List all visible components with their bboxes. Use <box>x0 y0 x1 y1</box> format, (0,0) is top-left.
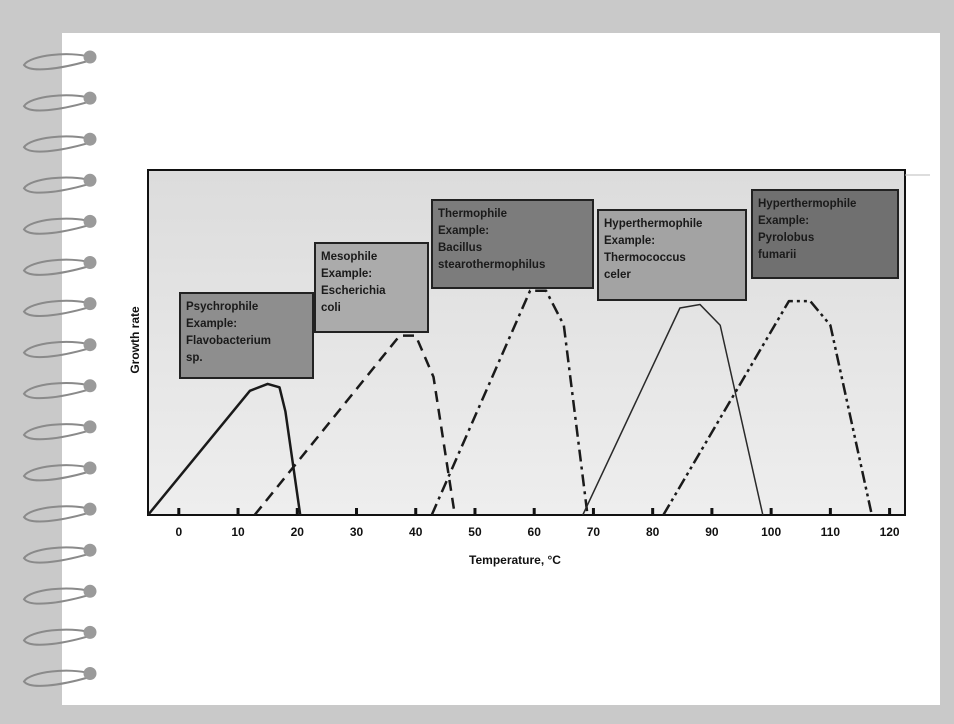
ring-hole <box>84 503 97 516</box>
x-axis-label: Temperature, °C <box>469 553 561 567</box>
ring-hole <box>84 462 97 475</box>
annotation-text: Bacillus <box>438 242 482 254</box>
x-tick-label: 110 <box>821 525 841 539</box>
x-tick-label: 10 <box>231 525 245 539</box>
annotation-text: Example: <box>758 215 809 227</box>
x-tick-label: 120 <box>880 525 900 539</box>
ring-hole <box>84 544 97 557</box>
page: {"chart_data": { "type": "line", "xlabel… <box>0 0 954 724</box>
annotation-text: Thermophile <box>438 208 507 220</box>
x-tick-label: 60 <box>528 525 542 539</box>
x-tick-label: 80 <box>646 525 660 539</box>
ring-hole <box>84 626 97 639</box>
annotation-text: stearothermophilus <box>438 259 545 271</box>
annotation-text: Flavobacterium <box>186 335 271 347</box>
annotation-text: Escherichia <box>321 285 386 297</box>
annotation-text: Example: <box>604 235 655 247</box>
x-tick-label: 90 <box>705 525 719 539</box>
ring-hole <box>84 379 97 392</box>
x-tick-label: 20 <box>291 525 305 539</box>
x-tick-label: 100 <box>761 525 781 539</box>
ring-hole <box>84 215 97 228</box>
annotation-text: Hyperthermophile <box>758 198 856 210</box>
ring-hole <box>84 667 97 680</box>
annotation-text: Psychrophile <box>186 301 258 313</box>
x-tick-label: 50 <box>468 525 482 539</box>
annotation-text: Example: <box>438 225 489 237</box>
x-tick-label: 30 <box>350 525 364 539</box>
slide: Growth rate Temperature, °C 0 10 20 30 40 50 6… <box>0 0 954 724</box>
ring-hole <box>84 174 97 187</box>
x-tick-label: 0 <box>175 525 182 539</box>
y-axis-label: Growth rate <box>128 306 142 374</box>
annotation-text: Mesophile <box>321 251 377 263</box>
annotation-text: sp. <box>186 352 203 364</box>
ring-hole <box>84 92 97 105</box>
ring-hole <box>84 585 97 598</box>
ring-hole <box>84 420 97 433</box>
x-tick-label: 70 <box>587 525 601 539</box>
ring-hole <box>84 297 97 310</box>
annotation-text: celer <box>604 269 631 281</box>
annotation-text: coli <box>321 302 341 314</box>
ring-hole <box>84 338 97 351</box>
annotation-text: Pyrolobus <box>758 232 814 244</box>
annotation-text: fumarii <box>758 249 796 261</box>
ring-hole <box>84 256 97 269</box>
ring-hole <box>84 133 97 146</box>
annotation-text: Thermococcus <box>604 252 686 264</box>
annotation-text: Hyperthermophile <box>604 218 702 230</box>
annotation-text: Example: <box>186 318 237 330</box>
x-tick-label: 40 <box>409 525 423 539</box>
annotation-text: Example: <box>321 268 372 280</box>
ring-hole <box>84 51 97 64</box>
